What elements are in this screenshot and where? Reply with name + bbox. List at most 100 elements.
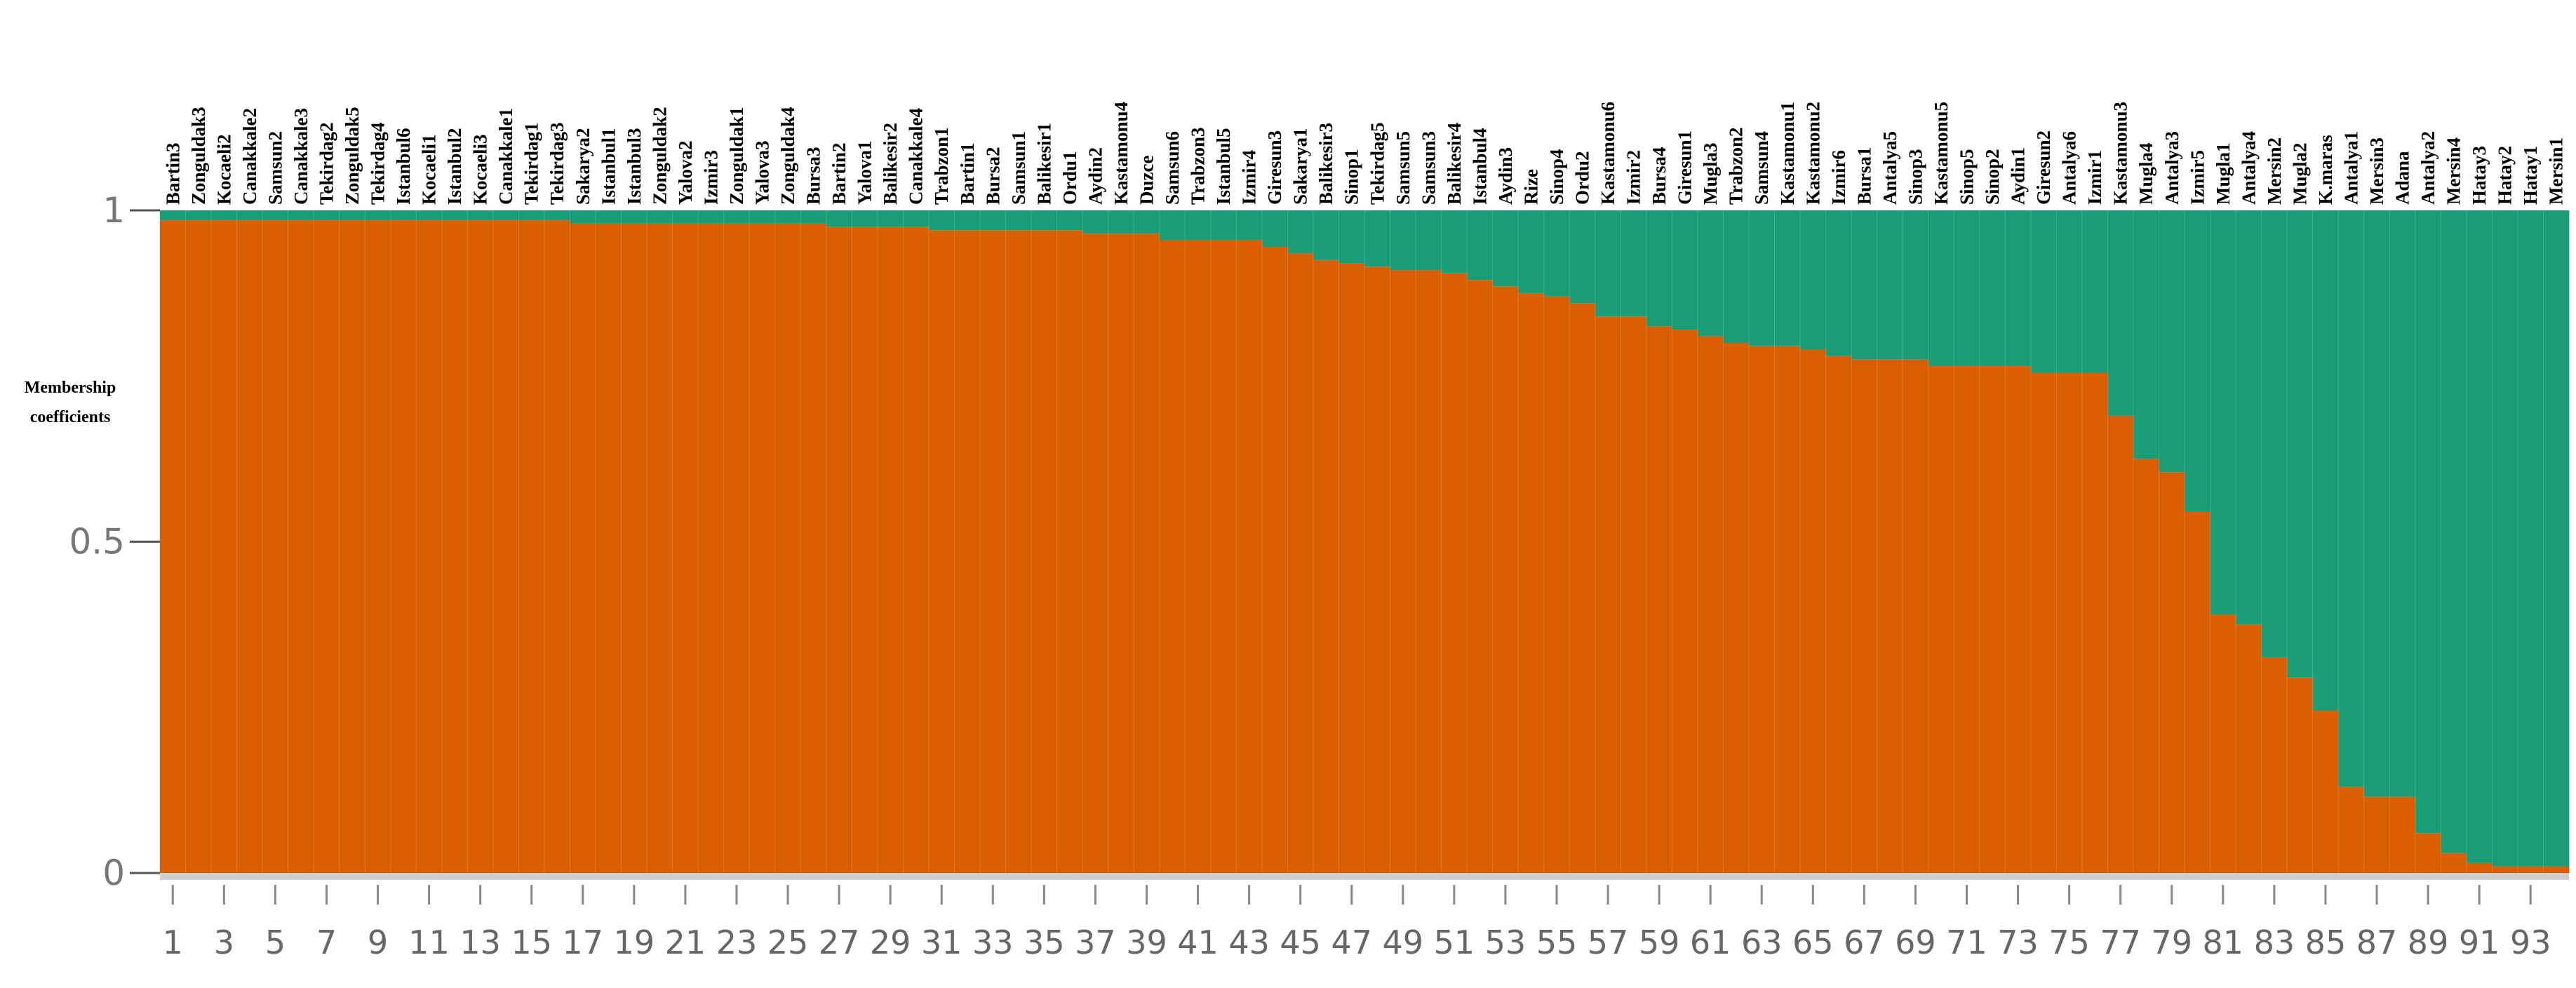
bar-cluster1-57 (1595, 316, 1621, 873)
sample-label: Bartin2 (829, 142, 850, 205)
bar-cluster1-79 (2159, 472, 2185, 873)
sample-label: Samsun5 (1393, 131, 1414, 205)
sample-label: Giresun1 (1675, 130, 1696, 205)
bar-cluster1-20 (647, 223, 673, 873)
x-tick-label: 45 (1280, 923, 1321, 961)
bar-cluster1-64 (1774, 346, 1801, 874)
sample-label: Trabzon1 (931, 127, 952, 205)
bar-cluster2-64 (1774, 210, 1801, 346)
sample-label: Izmir5 (2187, 150, 2208, 205)
sample-label: Izmir6 (1828, 150, 1849, 205)
bar-cluster1-54 (1518, 293, 1545, 874)
sample-label: Mersin2 (2264, 137, 2285, 205)
bar-cluster2-15 (518, 210, 545, 221)
sample-label: Trabzon3 (1188, 127, 1209, 205)
bar-cluster2-14 (492, 210, 519, 221)
x-tick-label: 47 (1331, 923, 1372, 961)
sample-label: Kastamonu3 (2110, 102, 2131, 205)
bar-cluster1-15 (518, 220, 545, 873)
bar-cluster1-77 (2107, 415, 2134, 873)
bar-cluster1-38 (1108, 234, 1134, 874)
x-tick-label: 71 (1946, 923, 1987, 961)
sample-label: Kastamonu6 (1597, 102, 1618, 205)
bar-cluster1-80 (2185, 511, 2211, 873)
bar-cluster2-59 (1646, 210, 1672, 327)
sample-label: Zonguldak1 (726, 107, 747, 205)
sample-label: Sinop1 (1341, 149, 1362, 205)
x-tick-label: 23 (716, 923, 758, 961)
x-tick-label: 65 (1792, 923, 1834, 961)
bar-cluster1-49 (1390, 270, 1416, 873)
x-tick-label: 3 (214, 923, 234, 961)
bar-cluster1-87 (2363, 797, 2390, 873)
bar-cluster2-71 (1954, 210, 1980, 367)
bar-cluster1-17 (570, 223, 596, 873)
bar-cluster1-42 (1210, 240, 1237, 873)
x-tick-label: 37 (1075, 923, 1116, 961)
sample-label: Sinop2 (1982, 149, 2003, 205)
sample-label: Bursa3 (803, 147, 824, 205)
bar-cluster1-71 (1954, 366, 1980, 873)
bar-cluster1-32 (954, 230, 981, 874)
bar-cluster2-23 (723, 210, 750, 224)
bar-cluster2-75 (2056, 210, 2083, 373)
bar-cluster1-65 (1800, 349, 1826, 873)
bar-cluster2-36 (1056, 210, 1083, 231)
x-tick-label: 73 (1997, 923, 2039, 961)
bar-cluster2-12 (441, 210, 468, 221)
bar-cluster1-27 (826, 226, 852, 874)
bar-cluster1-2 (185, 220, 212, 873)
sample-label: Ordu2 (1572, 151, 1593, 205)
sample-label: Bartin3 (162, 142, 183, 205)
bar-cluster2-35 (1031, 210, 1058, 231)
bar-cluster2-24 (749, 210, 776, 224)
sample-label: Hatay3 (2469, 146, 2490, 205)
sample-label: Mugla3 (1700, 142, 1721, 205)
bar-cluster1-91 (2466, 862, 2493, 873)
sample-label: Kastamonu1 (1777, 102, 1798, 205)
bar-cluster2-40 (1159, 210, 1186, 241)
bar-cluster1-43 (1236, 240, 1263, 873)
sample-label: Izmir2 (1623, 150, 1644, 205)
sample-label: Istanbul3 (624, 128, 645, 205)
bar-cluster1-76 (2081, 372, 2108, 873)
bar-cluster1-89 (2415, 833, 2441, 873)
x-tick-label: 19 (614, 923, 655, 961)
sample-label: Kocaeli1 (419, 135, 440, 205)
bar-cluster1-14 (492, 220, 519, 873)
sample-label: Yalova2 (675, 140, 696, 205)
sample-label: Trabzon2 (1726, 127, 1747, 205)
bar-cluster2-61 (1697, 210, 1724, 337)
bar-cluster1-85 (2312, 710, 2339, 873)
sample-label: Giresun3 (1264, 130, 1285, 205)
sample-label: Zonguldak5 (342, 107, 363, 205)
sample-label: Canakkale3 (290, 108, 311, 205)
sample-label: Canakkale2 (239, 108, 260, 205)
sample-label: Mugla4 (2135, 142, 2156, 205)
bar-cluster2-10 (390, 210, 417, 221)
bar-cluster2-52 (1467, 210, 1494, 280)
bar-cluster1-29 (877, 226, 904, 874)
baseline-strip (160, 873, 2569, 880)
sample-label: Giresun2 (2033, 130, 2054, 205)
bar-cluster2-92 (2492, 210, 2518, 867)
bar-cluster1-33 (980, 230, 1006, 874)
x-tick-label: 57 (1588, 923, 1629, 961)
bar-cluster2-85 (2312, 210, 2339, 711)
sample-label: Kocaeli2 (213, 135, 234, 205)
bar-cluster2-22 (698, 210, 725, 224)
x-tick-label: 49 (1383, 923, 1424, 961)
bar-cluster1-66 (1825, 356, 1852, 873)
bar-cluster2-1 (160, 210, 186, 221)
sample-label: Sinop5 (1957, 149, 1978, 205)
sample-label: Mersin1 (2546, 137, 2567, 205)
bar-cluster2-62 (1723, 210, 1750, 343)
sample-label: Samsun6 (1162, 131, 1183, 205)
x-tick-label: 93 (2510, 923, 2551, 961)
sample-label: Tekirdag3 (546, 122, 568, 205)
x-tick-label: 77 (2100, 923, 2141, 961)
bar-cluster2-9 (365, 210, 391, 221)
bar-cluster1-94 (2543, 866, 2570, 873)
y-tick-label: 1 (102, 190, 125, 231)
bar-area (160, 210, 2570, 874)
